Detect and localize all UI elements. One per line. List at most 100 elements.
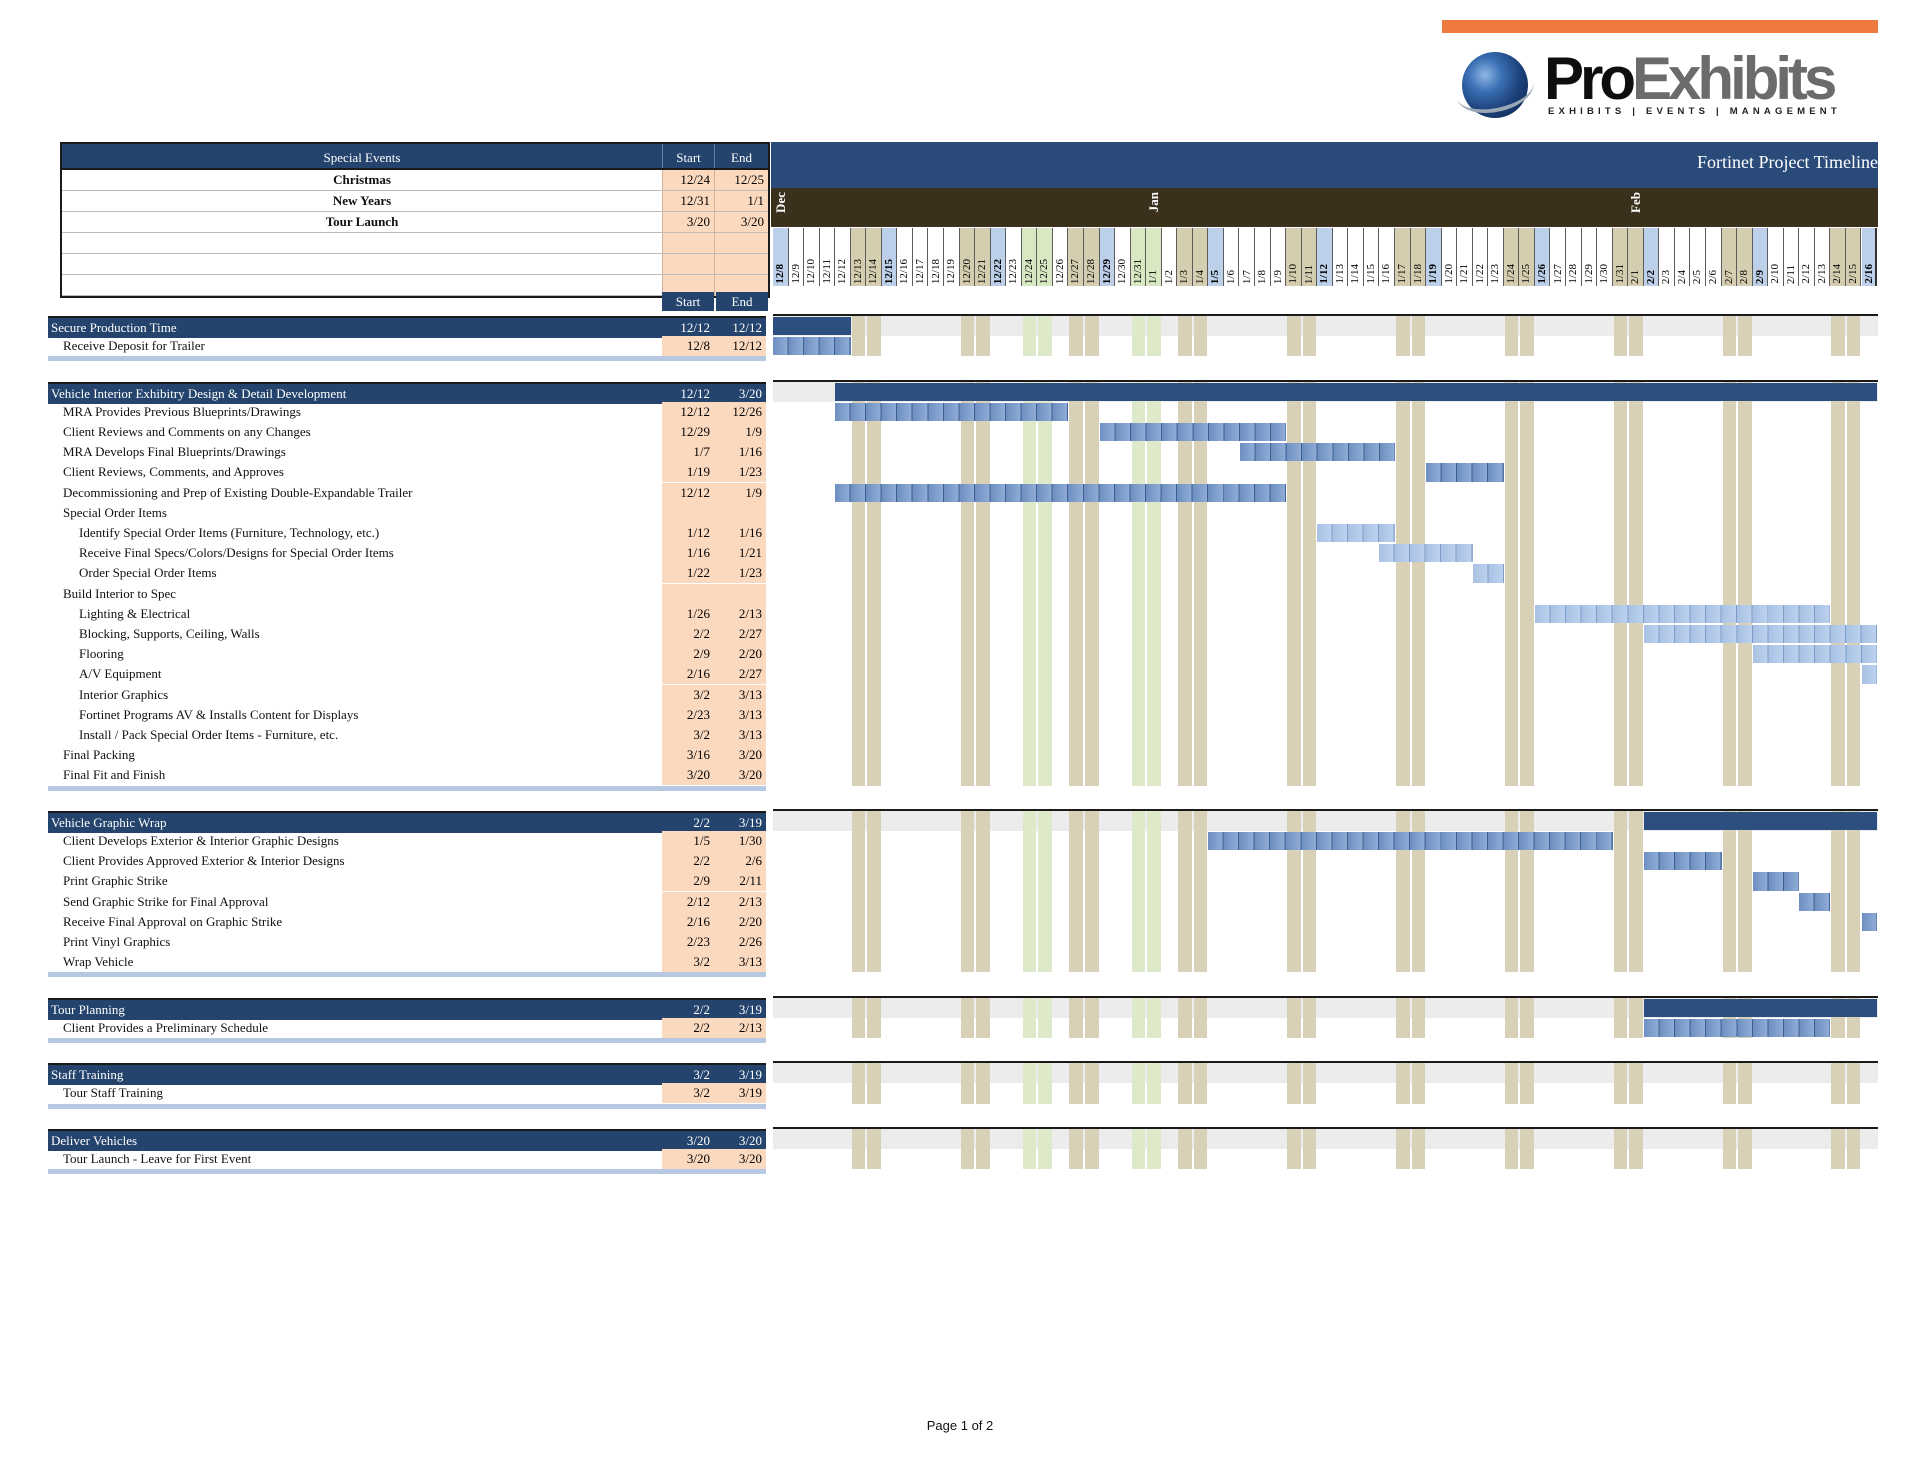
task-name: Client Reviews, Comments, and Approves [63, 464, 284, 480]
task-name: Identify Special Order Items (Furniture,… [79, 525, 380, 540]
section-title: Vehicle Graphic Wrap [48, 812, 662, 833]
gantt-nonworking-stripe [1520, 1063, 1534, 1104]
section-end: 3/20 [714, 1130, 766, 1151]
gantt-section-band [773, 1063, 1878, 1084]
day-label: 12/8 [774, 264, 786, 284]
special-event-row: Tour Launch 3/20 3/20 [62, 212, 768, 233]
proexhibits-logo: ProExhibits EXHIBITS | EVENTS | MANAGEME… [1452, 45, 1872, 122]
gantt-bar [1643, 852, 1722, 871]
gantt-nonworking-stripe [1069, 810, 1083, 973]
gantt-nonworking-stripe [1022, 810, 1037, 973]
task-start [662, 502, 714, 523]
section-title: Staff Training [48, 1065, 662, 1086]
special-event-start: 3/20 [662, 212, 714, 232]
day-label: 2/16 [1862, 264, 1875, 284]
day-label: 1/3 [1178, 269, 1191, 284]
special-event-name [62, 233, 662, 253]
task-end: 1/23 [714, 462, 766, 483]
gantt-nonworking-stripe [1085, 997, 1099, 1038]
day-header-cell: 12/23 [1006, 228, 1022, 286]
day-label: 12/29 [1100, 258, 1113, 284]
day-label: 12/17 [913, 258, 926, 284]
gantt-nonworking-stripe [1302, 1128, 1317, 1170]
section-separator [48, 1103, 766, 1109]
task-end: 2/27 [714, 664, 766, 685]
day-label: 1/24 [1504, 264, 1517, 284]
day-header-cell: 1/27 [1550, 228, 1567, 286]
gantt-nonworking-stripe [1831, 1063, 1845, 1104]
gantt-nonworking-stripe [1722, 810, 1737, 973]
gantt-nonworking-stripe [960, 316, 975, 357]
task-name: Print Vinyl Graphics [63, 934, 171, 949]
task-start: 1/19 [662, 462, 714, 483]
day-label: 1/21 [1458, 264, 1471, 284]
task-end: 3/19 [714, 1083, 766, 1104]
day-header-cell: 2/15 [1845, 228, 1862, 286]
task-name: Tour Staff Training [63, 1085, 163, 1101]
gantt-title-bar: Fortinet Project Timeline [771, 142, 1878, 188]
logo-pro: Pro [1544, 45, 1636, 112]
gantt-nonworking-stripe [1147, 810, 1161, 973]
gantt-nonworking-stripe [1613, 810, 1628, 973]
day-label: 1/20 [1442, 264, 1455, 284]
day-label: 2/5 [1691, 269, 1704, 284]
day-label: 12/30 [1116, 258, 1129, 284]
task-name: Blocking, Supports, Ceiling, Walls [79, 626, 260, 641]
day-label: 1/31 [1613, 264, 1626, 284]
special-event-row: Christmas 12/24 12/25 [62, 170, 768, 191]
gantt-nonworking-stripe [1738, 1063, 1752, 1104]
day-header-cell: 2/8 [1737, 228, 1753, 286]
task-end: 2/6 [714, 851, 766, 872]
task-name: Tour Launch - Leave for First Event [63, 1151, 252, 1166]
gantt-nonworking-stripe [1022, 381, 1037, 786]
day-header-cell: 1/17 [1395, 228, 1411, 286]
gantt-nonworking-stripe [1411, 1063, 1426, 1104]
day-header-cell: 12/15 [881, 228, 898, 286]
special-event-end: 1/1 [714, 191, 768, 211]
gantt-bar [835, 402, 1069, 421]
gantt-nonworking-stripe [851, 316, 866, 357]
day-header-cell: 12/18 [928, 228, 945, 286]
gantt-nonworking-stripe [1085, 810, 1099, 973]
day-label: 1/18 [1411, 264, 1424, 284]
gantt-nonworking-stripe [1038, 381, 1052, 786]
gantt-nonworking-stripe [1193, 1063, 1208, 1104]
task-end [714, 502, 766, 523]
special-event-end: 3/20 [714, 212, 768, 232]
end-column-header: End [716, 292, 768, 311]
gantt-nonworking-stripe [867, 810, 881, 973]
month-label: Jan [1146, 192, 1162, 213]
task-row: Final Fit and Finish 3/20 3/20 [48, 765, 766, 786]
gantt-nonworking-stripe [1738, 316, 1752, 357]
special-event-start [662, 275, 714, 295]
gantt-nonworking-stripe [1302, 381, 1317, 786]
task-end: 3/13 [714, 684, 766, 705]
section-header-row: Vehicle Graphic Wrap 2/2 3/19 [48, 810, 766, 833]
day-header-cell: 1/14 [1348, 228, 1364, 286]
special-event-name: New Years [332, 193, 392, 208]
day-label: 12/11 [820, 259, 833, 284]
gantt-nonworking-stripe [1722, 381, 1737, 786]
task-start: 12/29 [662, 422, 714, 442]
gantt-nonworking-stripe [1520, 810, 1534, 973]
day-label: 2/4 [1675, 269, 1688, 284]
task-row: Fortinet Programs AV & Installs Content … [48, 704, 766, 725]
task-row: Print Graphic Strike 2/9 2/11 [48, 871, 766, 892]
gantt-nonworking-stripe [1846, 1063, 1861, 1104]
task-start: 12/8 [662, 336, 714, 357]
gantt-nonworking-stripe [976, 997, 990, 1038]
day-header-cell: 12/9 [788, 228, 805, 286]
gantt-nonworking-stripe [1131, 316, 1146, 357]
task-start: 1/22 [662, 563, 714, 584]
gantt-bar [1099, 423, 1287, 442]
day-header-cell: 1/2 [1161, 228, 1178, 286]
gantt-nonworking-stripe [867, 316, 881, 357]
task-end: 3/20 [714, 745, 766, 766]
day-label: 12/21 [976, 258, 989, 284]
day-label: 1/4 [1193, 269, 1206, 284]
gantt-nonworking-stripe [1131, 381, 1146, 786]
section-start: 2/2 [662, 812, 714, 833]
day-header-cell: 1/16 [1379, 228, 1395, 286]
gantt-nonworking-stripe [960, 381, 975, 786]
special-events-header: Special Events [62, 144, 662, 168]
